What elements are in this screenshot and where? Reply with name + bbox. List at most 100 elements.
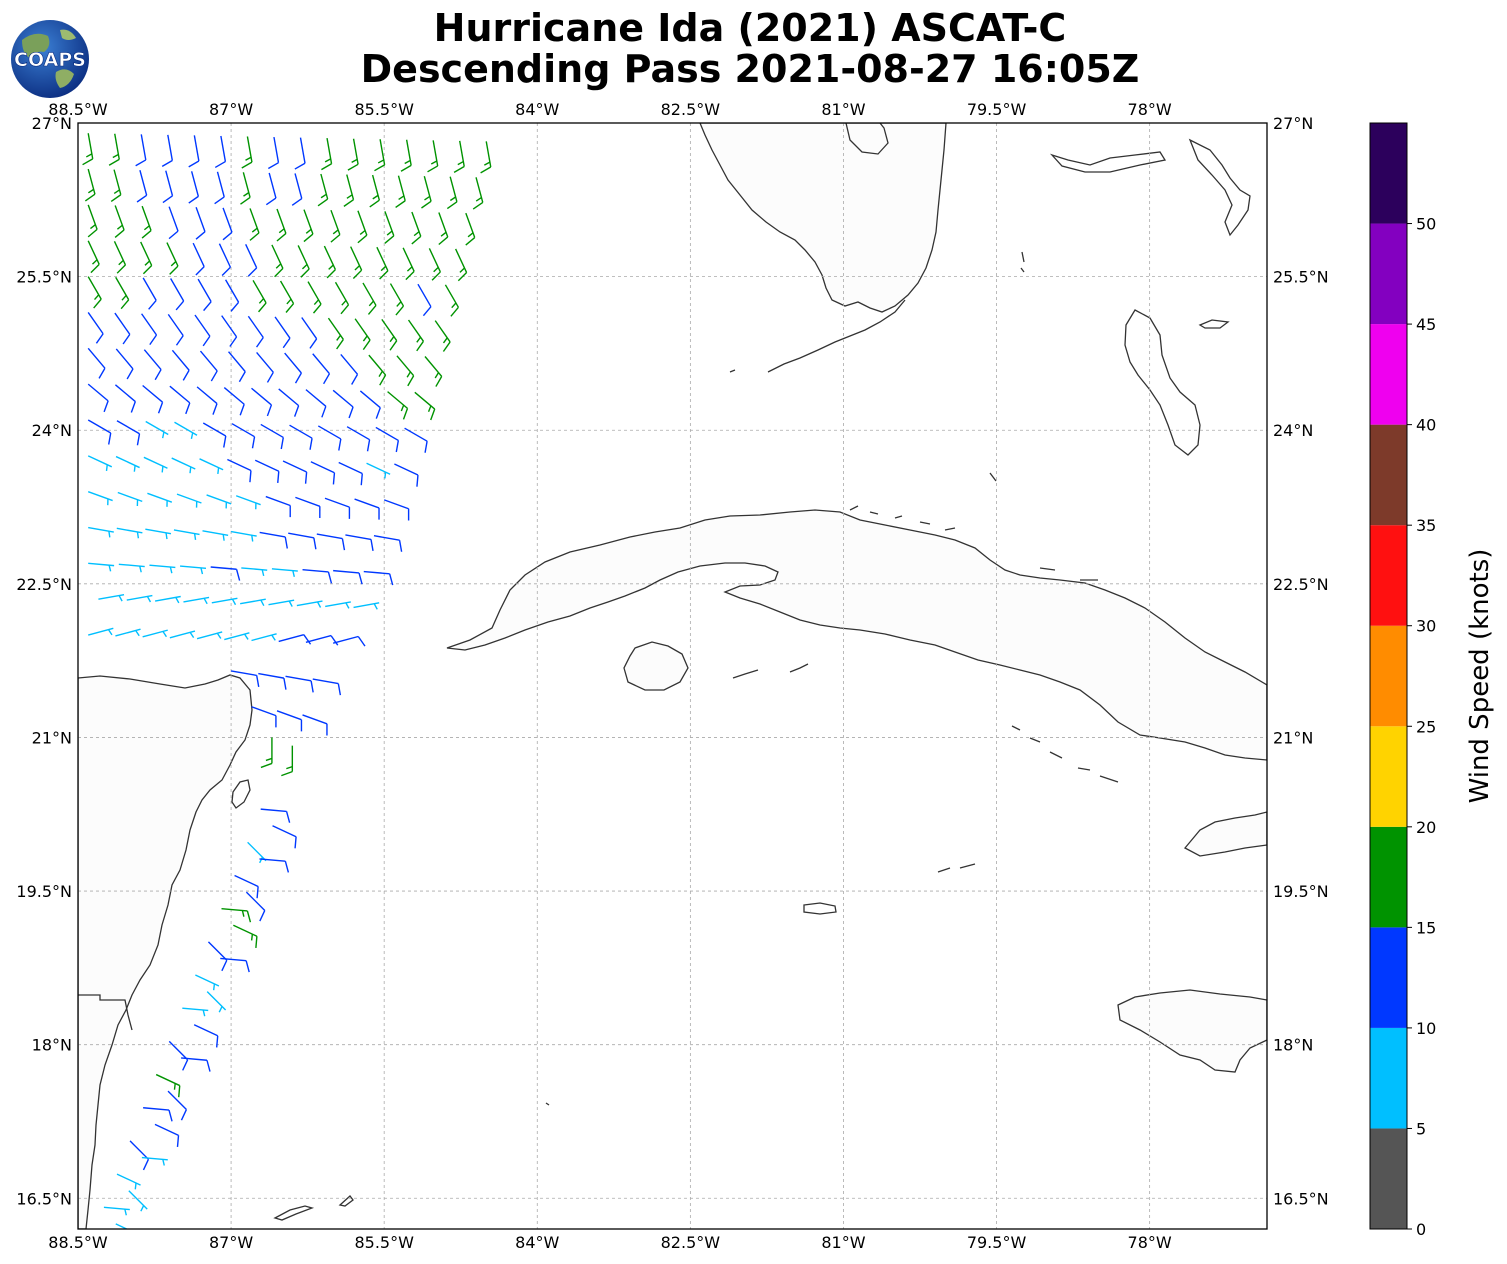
wind-barb <box>231 423 256 449</box>
wind-barb <box>142 384 164 414</box>
wind-barb <box>223 387 245 416</box>
isla-de-la-juventud <box>623 641 689 691</box>
wind-barb <box>258 672 287 690</box>
wind-barb <box>87 312 104 344</box>
wind-barb <box>84 168 96 202</box>
wind-barb <box>171 349 190 381</box>
wind-barb <box>330 209 341 243</box>
wind-barb <box>381 318 398 351</box>
lon-tick-label-bottom: 82.5°W <box>661 1233 721 1252</box>
wind-barb <box>113 241 127 274</box>
wind-barb <box>357 210 368 244</box>
wind-barb <box>129 1140 150 1171</box>
wind-barb <box>278 388 300 417</box>
lon-tick-label-bottom: 85.5°W <box>354 1233 414 1252</box>
andros-island <box>1124 309 1201 456</box>
wind-barb <box>271 244 284 278</box>
wind-barb <box>347 138 359 171</box>
lat-tick-label-left: 24°N <box>32 421 72 440</box>
wind-barb <box>142 629 168 638</box>
colorbar-swatch <box>1370 324 1407 425</box>
cuba <box>446 509 1267 761</box>
lon-tick-label-bottom: 78°W <box>1128 1233 1172 1252</box>
wind-barb <box>141 205 152 239</box>
wind-barb <box>332 635 366 647</box>
land-layer <box>78 123 1267 1229</box>
wind-barb <box>171 457 196 474</box>
colorbar-tick-label: 5 <box>1416 1119 1426 1138</box>
lat-tick-label-left: 25.5°N <box>16 268 72 287</box>
wind-barb <box>188 171 200 204</box>
wind-barb <box>428 248 442 281</box>
wind-barb <box>135 134 147 167</box>
wind-barb <box>350 246 363 279</box>
map-frame <box>77 122 1268 1230</box>
map-panel: 88.5°W 88.5°W 87°W 87°W 85.5°W 85.5°W 84°W 84°W… <box>16 100 1328 1252</box>
colorbar-tick-label: 30 <box>1416 617 1436 636</box>
lon-tick-label-top: 88.5°W <box>48 100 108 119</box>
wind-barb <box>227 458 252 483</box>
wind-barb <box>354 498 380 520</box>
wind-barb <box>210 566 241 581</box>
wind-barb <box>312 353 331 385</box>
hispaniola-west <box>1183 811 1267 857</box>
wind-barb <box>179 565 207 575</box>
wind-barb <box>353 602 380 610</box>
map-title-line2: Descending Pass 2021-08-27 16:05Z <box>360 47 1140 91</box>
wind-barb <box>211 597 238 606</box>
wind-barb <box>193 1024 219 1048</box>
wind-barb <box>183 596 210 605</box>
bay-islands <box>273 1195 354 1221</box>
wind-barb <box>444 284 460 317</box>
wind-barb <box>305 634 339 646</box>
wind-barb <box>202 530 229 541</box>
lat-tick-label-left: 27°N <box>32 114 72 133</box>
wind-barb <box>88 627 114 636</box>
wind-barb <box>272 825 297 849</box>
wind-barbs-layer <box>82 133 492 1229</box>
colorbar-tick-label: 35 <box>1416 516 1436 535</box>
wind-barb <box>116 1173 141 1190</box>
wind-barb <box>282 460 308 484</box>
wind-barb <box>116 527 143 539</box>
wind-barb <box>480 141 492 174</box>
wind-barb <box>374 139 386 172</box>
colorbar-tick-label: 10 <box>1416 1019 1436 1038</box>
wind-barb <box>196 631 223 640</box>
wind-barb <box>118 563 145 573</box>
wind-barb <box>234 874 259 899</box>
wind-barb <box>400 139 412 172</box>
wind-barb <box>402 247 415 281</box>
wind-barb <box>206 991 227 1013</box>
wind-barb <box>115 628 141 637</box>
bimini <box>1020 251 1025 273</box>
florida-keys <box>729 299 906 373</box>
wind-barb <box>249 208 260 241</box>
wind-barb <box>294 137 306 170</box>
wind-barb <box>247 315 264 348</box>
wind-barb <box>254 459 280 484</box>
wind-barb <box>332 389 354 419</box>
wind-barb <box>424 356 443 387</box>
colorbar-swatch <box>1370 726 1407 827</box>
wind-barb <box>288 532 317 550</box>
wind-barb <box>317 173 329 207</box>
wind-barb <box>173 529 200 540</box>
lon-tick-label-top: 82.5°W <box>661 100 721 119</box>
logo-text: COAPS <box>14 49 86 71</box>
mexico-belize-border <box>78 994 133 1031</box>
wind-barb <box>284 352 302 384</box>
wind-barb <box>162 170 174 204</box>
wind-barb <box>114 205 125 239</box>
wind-barb <box>218 243 232 277</box>
colorbar-swatch <box>1370 424 1407 526</box>
cuba-cays-north <box>849 505 1098 581</box>
wind-barb <box>202 422 227 448</box>
wind-barb <box>126 594 153 603</box>
wind-barb <box>221 907 252 923</box>
wind-barb <box>427 140 439 173</box>
yucatan-peninsula <box>78 674 253 1229</box>
wind-barb <box>271 568 298 577</box>
wind-barb <box>221 315 238 347</box>
